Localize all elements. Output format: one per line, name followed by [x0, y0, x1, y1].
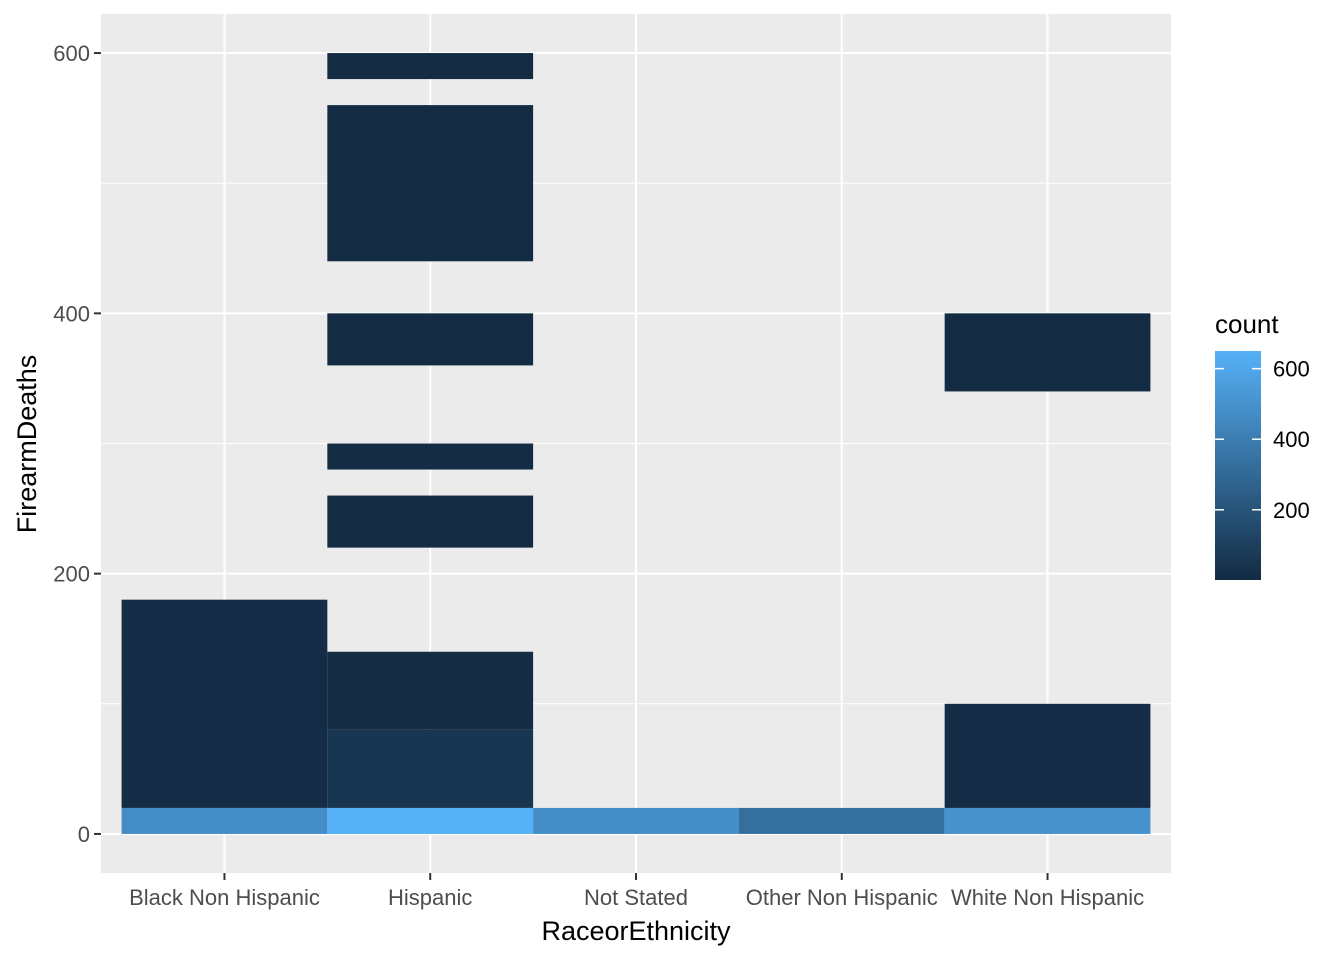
- legend-tick-label: 600: [1273, 357, 1310, 382]
- y-tick-label: 0: [78, 822, 90, 847]
- y-tick-label: 400: [53, 301, 90, 326]
- legend: count 200 400 600: [1215, 309, 1310, 580]
- y-tick-label: 200: [53, 562, 90, 587]
- tile: [327, 807, 534, 834]
- x-axis: Black Non Hispanic Hispanic Not Stated Othe…: [129, 873, 1144, 910]
- x-tick-label: Hispanic: [388, 885, 472, 910]
- x-tick-label: Black Non Hispanic: [129, 885, 320, 910]
- x-tick-label: Other Non Hispanic: [746, 885, 938, 910]
- x-tick-label: Not Stated: [584, 885, 688, 910]
- tile: [944, 807, 1151, 834]
- tile: [327, 443, 534, 470]
- tiles-layer: [121, 53, 1151, 834]
- x-tick-label: White Non Hispanic: [951, 885, 1144, 910]
- legend-colorbar: [1215, 351, 1261, 580]
- tile: [944, 703, 1151, 808]
- y-tick-label: 600: [53, 41, 90, 66]
- tile: [121, 599, 328, 808]
- tile: [738, 807, 945, 834]
- legend-tick-label: 400: [1273, 427, 1310, 452]
- x-axis-title: RaceorEthnicity: [541, 916, 731, 946]
- tile: [121, 807, 328, 834]
- legend-ticks: 200 400 600: [1215, 357, 1310, 523]
- legend-tick-label: 200: [1273, 498, 1310, 523]
- legend-title: count: [1215, 309, 1279, 339]
- tile: [327, 729, 534, 808]
- y-axis-title: FirearmDeaths: [12, 355, 42, 534]
- tile: [327, 105, 534, 262]
- y-axis: 0 200 400 600: [53, 41, 101, 847]
- tile: [327, 53, 534, 80]
- tile: [327, 495, 534, 548]
- tile: [327, 313, 534, 366]
- tile: [327, 651, 534, 730]
- tile: [533, 807, 739, 834]
- tile: [944, 313, 1151, 392]
